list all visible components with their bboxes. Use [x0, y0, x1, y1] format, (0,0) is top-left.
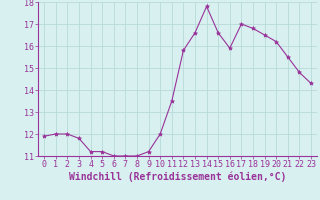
- X-axis label: Windchill (Refroidissement éolien,°C): Windchill (Refroidissement éolien,°C): [69, 172, 286, 182]
